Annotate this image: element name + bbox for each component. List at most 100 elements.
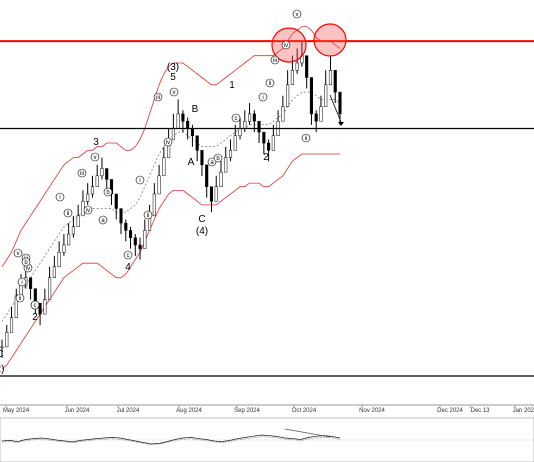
candle-body [324, 84, 328, 107]
wave-circle-label: a [101, 218, 105, 224]
wave-circle [17, 277, 27, 287]
candle-body [338, 91, 342, 115]
x-axis-ticks: May 2024 Jun 2024 Jul 2024 Aug 2024 Sep 2024… [3, 405, 534, 414]
candle-body [219, 171, 223, 187]
candle-body [228, 150, 233, 158]
x-tick-label: Dec 2024 [437, 408, 463, 414]
candle-body [38, 302, 42, 315]
wave-circle-label: c [127, 253, 130, 259]
wave-circle [15, 293, 25, 303]
wave-circle [270, 55, 280, 65]
candle-body [267, 142, 271, 151]
projection-arrow [329, 94, 342, 123]
candle-body [305, 55, 309, 78]
candle-body [262, 131, 266, 144]
candle-body [205, 164, 209, 187]
candle-body [181, 113, 185, 122]
candle-body [119, 208, 123, 224]
x-tick-label: Sep 2024 [234, 408, 260, 414]
wave-circle-label: b [24, 260, 28, 266]
wave-circle [292, 9, 302, 19]
wave-label: 3 [93, 137, 99, 148]
candle-body [152, 193, 156, 217]
candle-body [133, 237, 137, 246]
wave-circle-label: iv [86, 208, 90, 214]
wave-circle [98, 215, 108, 225]
wave-circle [231, 113, 241, 123]
candle-body [233, 135, 237, 151]
wave-circle-label: c [34, 303, 37, 309]
wave-circle [90, 152, 100, 162]
x-tick-label: Jul 2024 [117, 408, 140, 414]
wave-label: (4) [196, 226, 208, 237]
candle-body [209, 186, 214, 202]
candle-body [48, 277, 52, 300]
wave-circle-label: i [59, 195, 60, 201]
candle-body [224, 157, 228, 173]
wave-circle-label: iv [166, 140, 170, 146]
wave-circle-label: iii [273, 58, 277, 64]
candle-body [0, 346, 4, 349]
wave-label: C [0, 349, 4, 360]
indicator-series [1, 434, 341, 446]
candle-body [200, 150, 204, 166]
x-tick-label: May 2024 [3, 408, 30, 414]
wave-circle [21, 257, 31, 267]
candle-body [90, 186, 95, 195]
candle-body [100, 168, 104, 177]
candle-body [171, 128, 175, 140]
x-tick-label: Nov 2024 [359, 408, 385, 414]
wave-circle [63, 208, 73, 218]
wave-circle [135, 175, 145, 185]
x-tick-label: Aug 2024 [176, 408, 202, 414]
wave-circle-label: ii [147, 213, 150, 219]
indicator-line [1, 434, 341, 445]
wave-circle [265, 78, 275, 88]
wave-circle-label: iii [156, 95, 160, 101]
wave-label: C [198, 214, 205, 225]
wave-circle-label: a [210, 160, 214, 166]
candle-body [67, 233, 71, 246]
candle-body [5, 332, 9, 348]
wave-label: B [192, 104, 199, 115]
wave-circle [258, 92, 268, 102]
candle-body [238, 128, 242, 137]
wave-circle-label: i [21, 280, 22, 286]
wave-label: A [188, 157, 195, 168]
wave-circle-label: iv [284, 43, 288, 49]
wave-label: 1 [229, 80, 235, 91]
candle-body [328, 69, 333, 86]
candle-body [43, 299, 47, 315]
wave-circle-label: ii [19, 296, 22, 302]
candle-body [138, 244, 142, 249]
candle-body [243, 120, 247, 129]
candle-body [195, 135, 199, 151]
candle-body [162, 157, 166, 177]
wave-circle-label: iv [26, 266, 30, 272]
wave-labels: (3)5BAC(4)12342C2)iiiiiiivvabciiiiiiivva… [0, 9, 311, 375]
wave-circle-label: v [173, 90, 176, 96]
wave-circle [153, 92, 163, 102]
candle-body [247, 113, 252, 122]
wave-label: 4 [125, 262, 131, 273]
wave-circle [143, 210, 153, 220]
wave-circle-label: c [235, 116, 238, 122]
candle-body [281, 106, 285, 122]
candle-body [252, 113, 256, 122]
wave-label: 2 [263, 152, 269, 163]
wave-circle-label: v [94, 155, 97, 161]
candle-body [333, 69, 337, 93]
candle-body [319, 106, 323, 122]
indicator-trendline [284, 428, 331, 438]
candle-body [143, 230, 147, 249]
wave-circle [77, 168, 87, 178]
candle-body [190, 128, 194, 137]
wave-label: 5 [170, 72, 176, 83]
wave-circle [83, 205, 93, 215]
candle-body [290, 69, 294, 86]
candle-body [157, 175, 161, 195]
candle-body [124, 222, 128, 231]
wave-circle-label: v [296, 12, 299, 18]
